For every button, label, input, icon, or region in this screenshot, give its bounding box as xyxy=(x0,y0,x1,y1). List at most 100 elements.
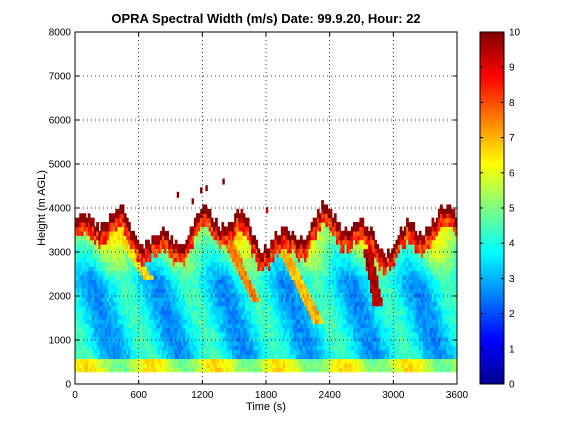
heatmap-cell xyxy=(108,252,112,258)
heatmap-cell xyxy=(321,208,324,214)
heatmap-cell xyxy=(306,252,310,258)
heatmap-cell xyxy=(308,362,312,368)
heatmap-cell xyxy=(272,248,276,254)
heatmap-cell xyxy=(132,239,136,245)
heatmap-cell xyxy=(89,296,93,302)
heatmap-cell xyxy=(117,301,121,307)
heatmap-cell xyxy=(145,296,148,302)
heatmap-cell xyxy=(162,230,165,236)
heatmap-cell xyxy=(236,296,240,302)
heatmap-cell xyxy=(363,305,367,311)
heatmap-cell xyxy=(191,362,195,368)
heatmap-cell xyxy=(249,292,252,298)
heatmap-cell xyxy=(393,323,397,329)
heatmap-cell xyxy=(89,270,93,276)
heatmap-cell xyxy=(325,336,329,342)
heatmap-cell xyxy=(323,252,327,258)
heatmap-cell xyxy=(340,340,343,346)
heatmap-cell xyxy=(274,323,278,329)
heatmap-cell xyxy=(325,327,329,333)
heatmap-cell xyxy=(338,358,341,364)
heatmap-cell xyxy=(369,354,373,360)
heatmap-cell xyxy=(336,310,339,316)
heatmap-cell xyxy=(372,252,375,258)
heatmap-cell xyxy=(386,336,390,342)
heatmap-cell xyxy=(155,283,159,289)
heatmap-cell xyxy=(219,288,223,294)
heatmap-cell xyxy=(232,301,235,307)
heatmap-cell xyxy=(227,340,231,346)
heatmap-cell xyxy=(204,252,208,258)
heatmap-cell xyxy=(306,362,310,368)
heatmap-cell xyxy=(323,345,327,351)
heatmap-cell xyxy=(172,310,176,316)
heatmap-cell xyxy=(138,314,142,320)
heatmap-cell xyxy=(257,261,261,267)
heatmap-cell xyxy=(302,327,305,333)
heatmap-cell xyxy=(249,323,252,329)
heatmap-cell xyxy=(342,349,346,355)
heatmap-cell xyxy=(183,327,186,333)
heatmap-cell xyxy=(380,261,384,267)
heatmap-cell xyxy=(266,310,269,316)
heatmap-cell xyxy=(96,283,99,289)
heatmap-cell xyxy=(389,345,392,351)
heatmap-cell xyxy=(270,332,273,338)
heatmap-cell xyxy=(89,252,93,258)
heatmap-cell xyxy=(115,336,119,342)
heatmap-cell xyxy=(232,288,235,294)
heatmap-cell xyxy=(287,235,290,241)
heatmap-cell xyxy=(299,288,303,294)
heatmap-cell xyxy=(229,252,233,258)
heatmap-cell xyxy=(285,362,288,368)
heatmap-cell xyxy=(344,261,348,267)
heatmap-cell xyxy=(119,310,123,316)
heatmap-cell xyxy=(234,283,237,289)
heatmap-cell xyxy=(159,230,163,236)
heatmap-cell xyxy=(79,310,82,316)
heatmap-cell xyxy=(386,327,390,333)
heatmap-cell xyxy=(316,226,320,232)
heatmap-cell xyxy=(367,296,371,302)
heatmap-cell xyxy=(178,266,182,272)
heatmap-cell xyxy=(162,349,165,355)
heatmap-cell xyxy=(212,349,216,355)
heatmap-cell xyxy=(357,283,360,289)
heatmap-cell xyxy=(289,310,293,316)
heatmap-cell xyxy=(378,310,382,316)
heatmap-cell xyxy=(382,314,386,320)
heatmap-cell xyxy=(325,261,329,267)
heatmap-cell xyxy=(96,261,99,267)
heatmap-cell xyxy=(170,336,174,342)
heatmap-cell xyxy=(75,323,78,329)
heatmap-cell xyxy=(270,266,273,272)
heatmap-cell xyxy=(77,248,80,254)
heatmap-cell xyxy=(378,336,382,342)
heatmap-cell xyxy=(155,310,159,316)
heatmap-cell xyxy=(83,336,87,342)
heatmap-cell xyxy=(316,332,320,338)
heatmap-cell xyxy=(206,213,210,219)
heatmap-cell xyxy=(206,362,210,368)
heatmap-cell xyxy=(223,318,227,324)
heatmap-cell xyxy=(170,314,174,320)
heatmap-cell xyxy=(212,226,216,232)
heatmap-cell xyxy=(77,226,80,232)
heatmap-cell xyxy=(111,239,114,245)
heatmap-cell xyxy=(132,354,136,360)
heatmap-cell xyxy=(140,248,144,254)
heatmap-cell xyxy=(193,367,197,373)
heatmap-cell xyxy=(340,332,343,338)
heatmap-cell xyxy=(299,367,303,373)
heatmap-cell xyxy=(85,226,89,232)
heatmap-cell xyxy=(253,283,256,289)
heatmap-cell xyxy=(333,252,337,258)
heatmap-cell xyxy=(297,283,301,289)
heatmap-cell xyxy=(253,318,256,324)
heatmap-cell xyxy=(91,252,95,258)
heatmap-cell xyxy=(336,274,339,280)
heatmap-cell xyxy=(367,244,371,250)
heatmap-cell xyxy=(344,318,348,324)
heatmap-cell xyxy=(280,244,284,250)
heatmap-cell xyxy=(157,349,161,355)
